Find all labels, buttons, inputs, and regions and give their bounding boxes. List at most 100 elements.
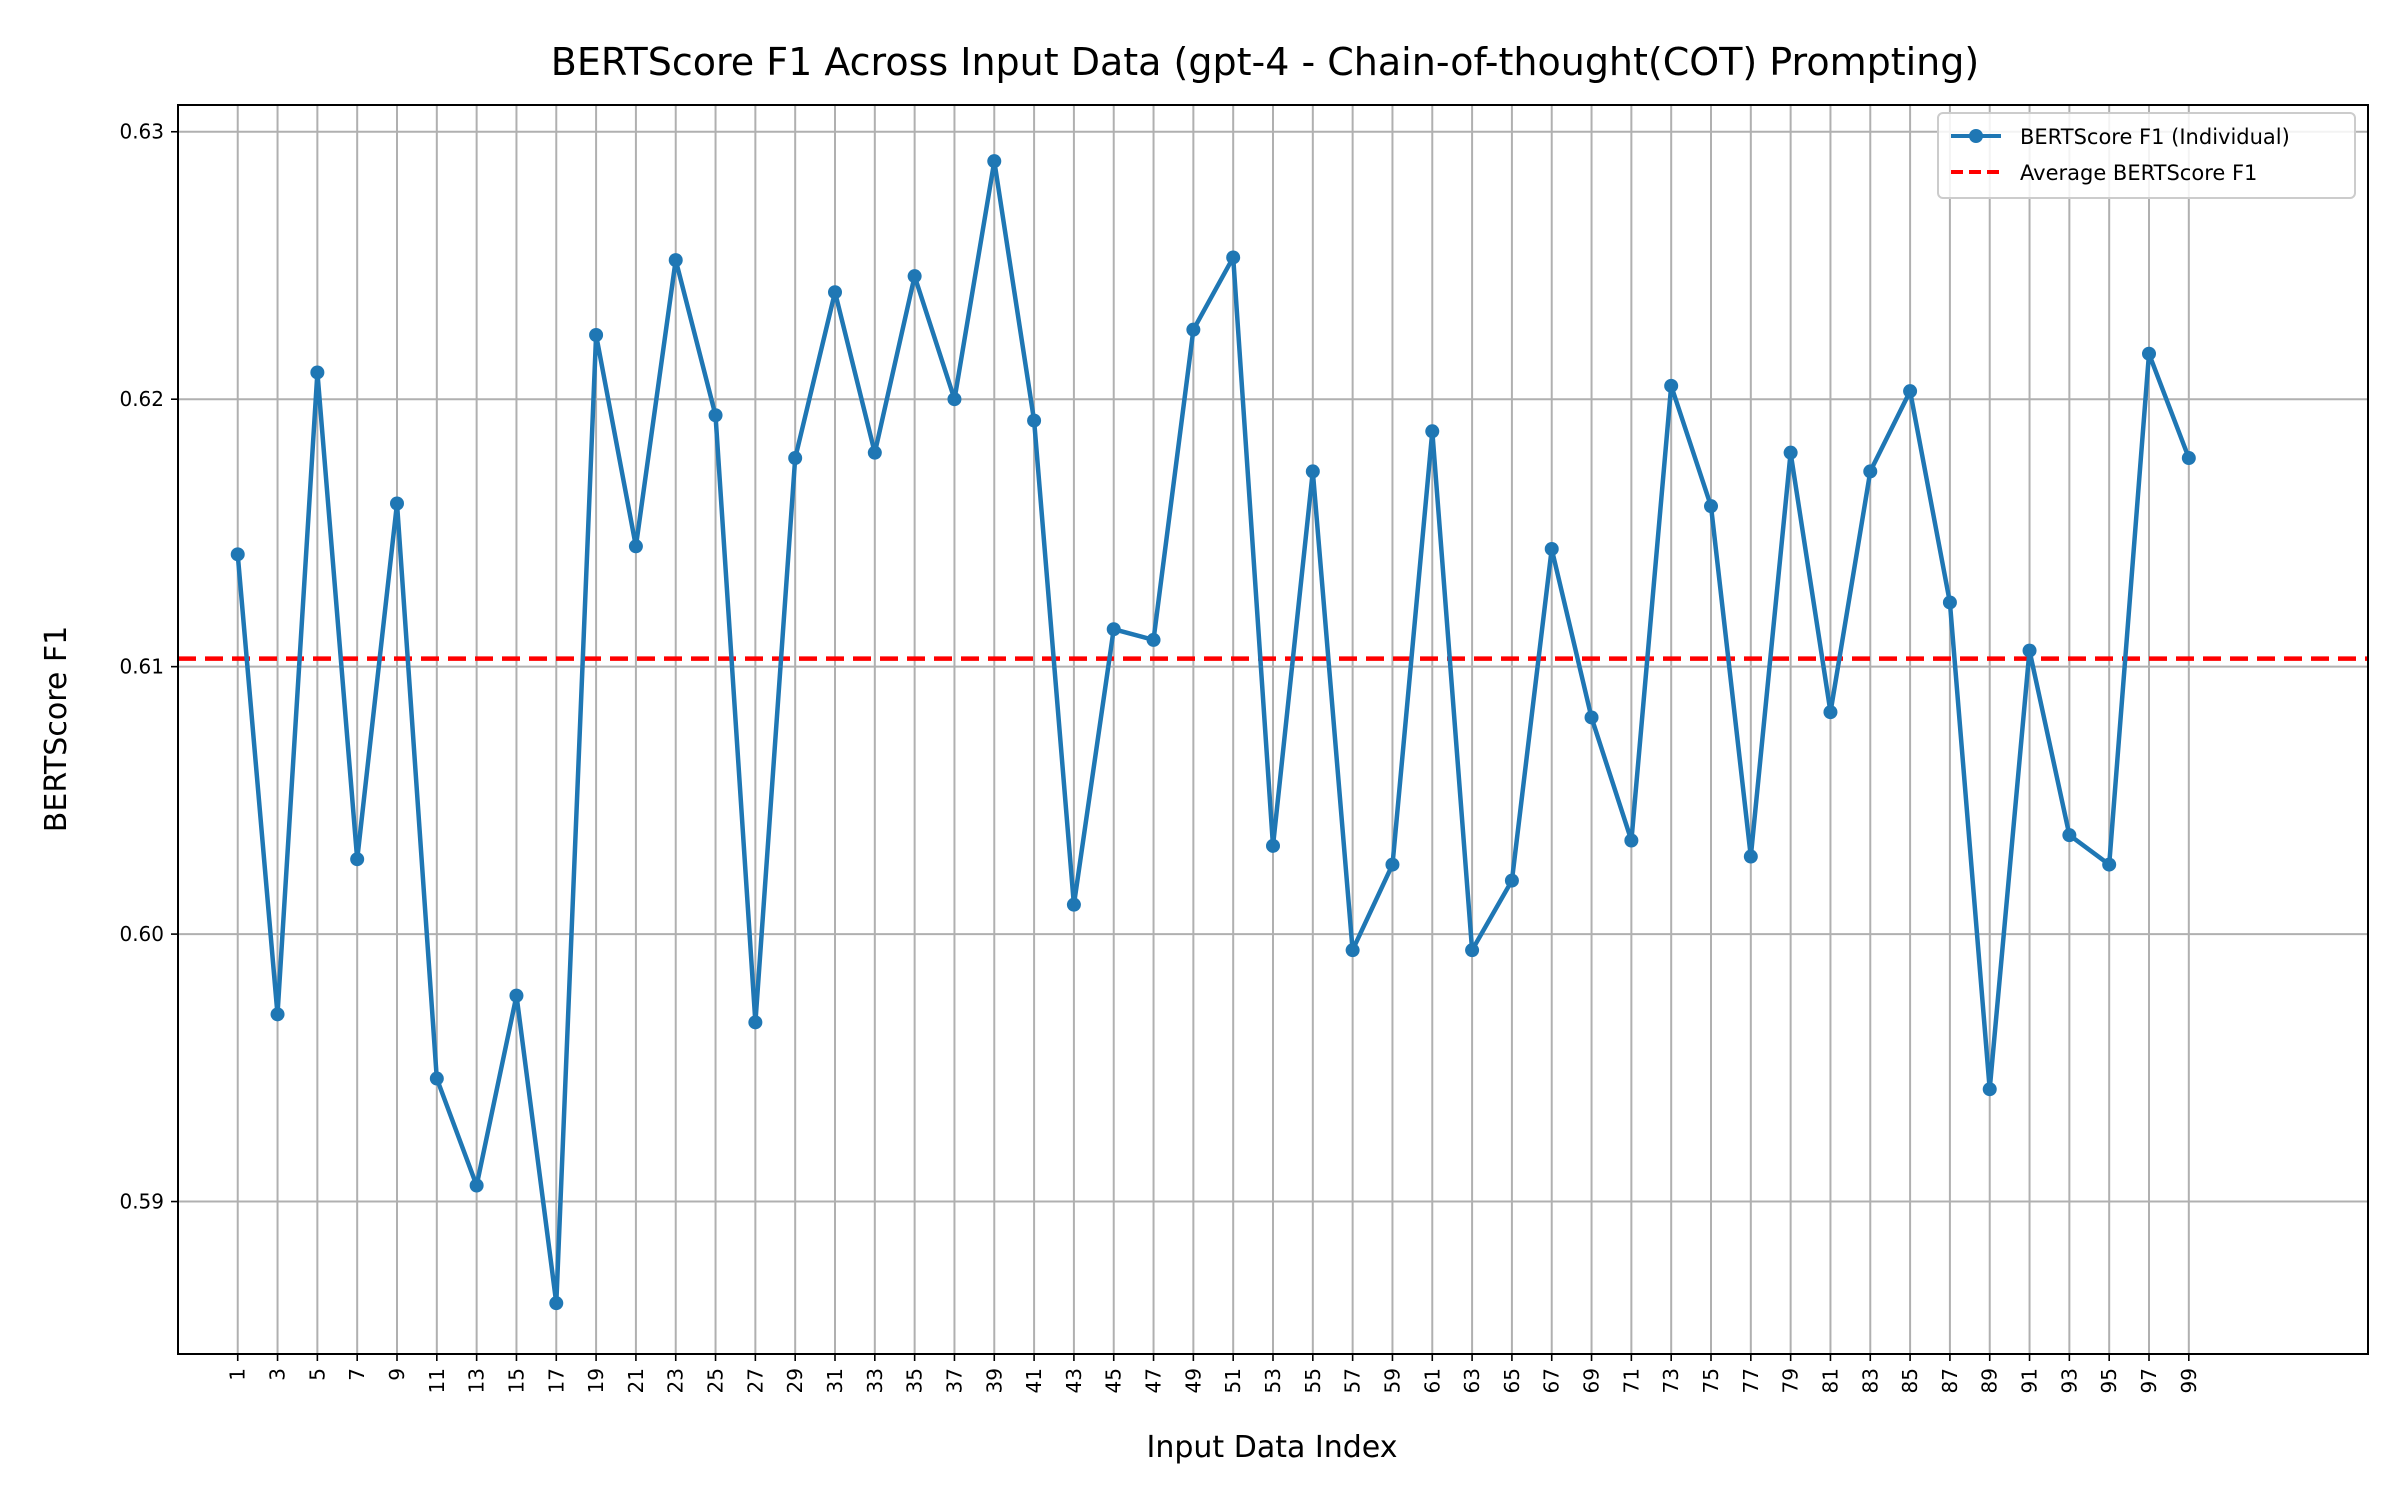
x-tick-label: 75 xyxy=(1699,1368,1723,1393)
series-layer xyxy=(230,154,2196,1311)
x-tick-label: 13 xyxy=(465,1368,489,1393)
x-tick-label: 99 xyxy=(2177,1368,2201,1393)
data-point xyxy=(230,547,245,562)
data-point xyxy=(390,496,404,511)
data-point xyxy=(907,269,922,284)
data-point xyxy=(987,154,1002,169)
data-point xyxy=(429,1071,444,1086)
data-point xyxy=(270,1007,285,1022)
data-point xyxy=(310,365,325,380)
y-axis-label: BERTScore F1 xyxy=(39,626,74,832)
data-point xyxy=(947,392,962,407)
data-point xyxy=(469,1178,484,1193)
data-point xyxy=(1027,413,1042,428)
data-point xyxy=(350,852,365,867)
data-point xyxy=(1942,595,1957,610)
data-point xyxy=(1863,464,1878,479)
x-tick-label: 63 xyxy=(1460,1368,1484,1393)
x-tick-label: 17 xyxy=(544,1368,568,1393)
data-point xyxy=(1385,857,1400,872)
x-tick-label: 9 xyxy=(385,1368,409,1381)
data-point xyxy=(1425,424,1440,439)
x-tick-label: 3 xyxy=(266,1368,290,1381)
grid xyxy=(178,105,2368,1354)
x-tick-label: 25 xyxy=(704,1368,728,1393)
x-tick-label: 97 xyxy=(2137,1368,2161,1393)
x-tick-label: 21 xyxy=(624,1368,648,1393)
data-point xyxy=(1504,873,1519,888)
x-tick-label: 53 xyxy=(1261,1368,1285,1393)
data-point xyxy=(2102,857,2117,872)
chart-title: BERTScore F1 Across Input Data (gpt-4 - … xyxy=(551,40,1979,84)
data-point xyxy=(1226,250,1241,265)
x-tick-label: 27 xyxy=(743,1368,767,1393)
x-tick-label: 87 xyxy=(1938,1368,1962,1393)
data-point xyxy=(1305,464,1320,479)
data-point xyxy=(1146,632,1161,647)
x-tick-label: 69 xyxy=(1580,1368,1604,1393)
x-tick-label: 83 xyxy=(1858,1368,1882,1393)
data-point xyxy=(1106,622,1121,637)
x-tick-label: 73 xyxy=(1659,1368,1683,1393)
data-point xyxy=(549,1296,564,1311)
legend-box xyxy=(1937,112,2356,199)
x-tick-label: 1 xyxy=(226,1368,250,1381)
x-tick-label: 7 xyxy=(345,1368,369,1381)
data-point xyxy=(1664,378,1679,393)
x-tick-label: 11 xyxy=(425,1368,449,1393)
x-tick-label: 79 xyxy=(1779,1368,1803,1393)
data-point xyxy=(867,445,882,460)
x-tick-label: 29 xyxy=(783,1368,807,1393)
x-tick-label: 35 xyxy=(903,1368,927,1393)
x-tick-label: 93 xyxy=(2057,1368,2081,1393)
x-tick-label: 5 xyxy=(305,1368,329,1381)
x-tick-label: 43 xyxy=(1062,1368,1086,1393)
data-point xyxy=(1345,943,1360,958)
x-tick-label: 81 xyxy=(1818,1368,1842,1393)
x-tick-label: 91 xyxy=(2018,1368,2042,1393)
x-tick-label: 55 xyxy=(1301,1368,1325,1393)
y-tick-label: 0.61 xyxy=(119,655,164,679)
y-tick-label: 0.62 xyxy=(119,387,164,411)
x-tick-label: 19 xyxy=(584,1368,608,1393)
data-point xyxy=(1704,499,1718,514)
x-tick-label: 57 xyxy=(1341,1368,1365,1393)
x-tick-label: 61 xyxy=(1420,1368,1444,1393)
data-point xyxy=(668,253,683,268)
x-axis-ticks: 1 3 5 7 9 11 13 15 17 19 21 23 25 27 29 31 33 35 37 39 41 43 4… xyxy=(226,1354,2201,1393)
data-point xyxy=(589,328,604,343)
x-axis-label: Input Data Index xyxy=(1147,1430,1398,1465)
data-point xyxy=(628,539,643,554)
x-tick-label: 45 xyxy=(1102,1368,1126,1393)
data-point xyxy=(1982,1082,1997,1097)
x-tick-label: 95 xyxy=(2097,1368,2121,1393)
data-point xyxy=(1823,705,1838,720)
x-tick-label: 67 xyxy=(1540,1368,1564,1393)
data-point xyxy=(708,408,723,423)
data-point xyxy=(828,285,842,300)
x-tick-label: 49 xyxy=(1181,1368,1205,1393)
data-point xyxy=(2181,451,2196,466)
data-point xyxy=(1066,897,1081,912)
x-tick-label: 59 xyxy=(1380,1368,1404,1393)
data-point xyxy=(1266,838,1280,853)
data-point xyxy=(788,451,803,466)
legend-marker-individual xyxy=(1969,129,1983,143)
data-point xyxy=(1743,849,1758,864)
x-tick-label: 71 xyxy=(1619,1368,1643,1393)
y-tick-label: 0.59 xyxy=(119,1190,164,1214)
x-tick-label: 37 xyxy=(942,1368,966,1393)
x-tick-label: 33 xyxy=(863,1368,887,1393)
x-tick-label: 23 xyxy=(664,1368,688,1393)
x-tick-label: 65 xyxy=(1500,1368,1524,1393)
data-point xyxy=(748,1015,763,1030)
data-point xyxy=(2022,643,2037,658)
series-line-individual xyxy=(235,158,2191,1306)
data-point xyxy=(1465,943,1480,958)
data-point xyxy=(2142,346,2156,361)
legend-label-average: Average BERTScore F1 xyxy=(2020,161,2257,185)
data-point xyxy=(1186,322,1201,337)
x-tick-label: 51 xyxy=(1221,1368,1245,1393)
